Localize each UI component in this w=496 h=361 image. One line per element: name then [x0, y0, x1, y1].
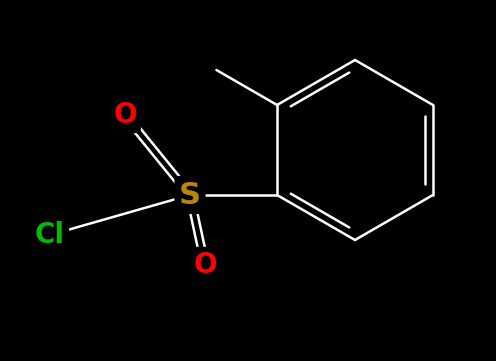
Text: S: S [179, 180, 201, 209]
Text: O: O [113, 101, 137, 129]
Text: O: O [193, 251, 217, 279]
Text: Cl: Cl [35, 221, 65, 249]
